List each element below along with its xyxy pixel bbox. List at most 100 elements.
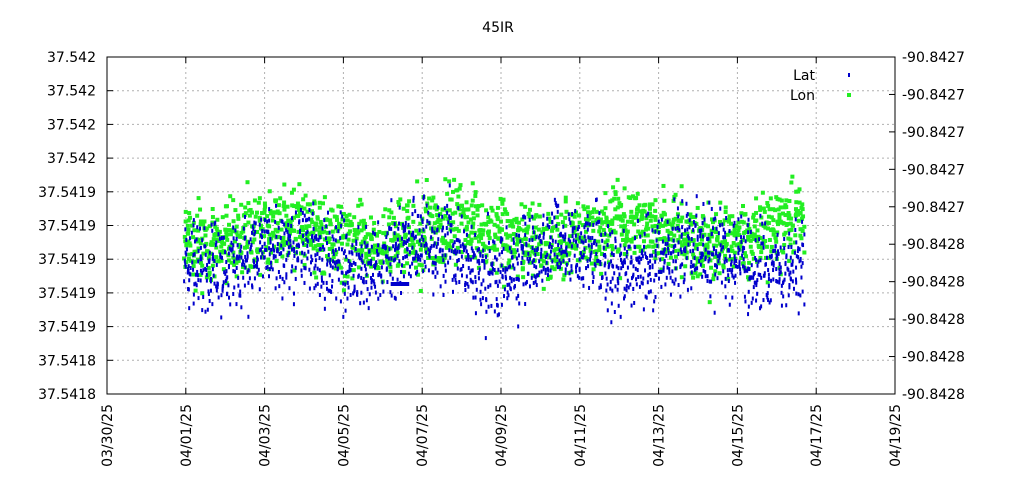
lat-point <box>206 307 209 312</box>
lon-point <box>788 237 793 242</box>
lat-point <box>390 198 393 203</box>
lat-point <box>367 261 370 266</box>
lat-point <box>778 280 781 285</box>
lat-point <box>455 280 458 285</box>
lon-point <box>771 218 776 223</box>
lon-point <box>272 244 277 249</box>
lon-point <box>680 215 685 220</box>
lat-point <box>748 267 751 272</box>
lon-point <box>670 244 675 249</box>
lat-point <box>372 279 375 284</box>
lat-point <box>267 229 270 234</box>
lat-point <box>420 234 423 239</box>
lat-point <box>322 280 325 285</box>
lon-point <box>357 221 362 226</box>
lon-point <box>449 197 454 202</box>
lat-point <box>327 252 330 257</box>
lat-point <box>361 279 364 284</box>
lon-point <box>481 241 486 246</box>
lon-point <box>714 254 719 259</box>
lon-point <box>345 274 350 279</box>
lat-point <box>691 263 694 268</box>
lat-point <box>716 254 719 259</box>
lat-point <box>271 267 274 272</box>
lon-point <box>694 242 699 247</box>
lat-point <box>390 293 393 298</box>
lon-point <box>302 206 307 211</box>
lon-point <box>796 209 801 214</box>
lat-point <box>630 255 633 260</box>
legend-swatch-lat <box>848 73 850 77</box>
lat-point <box>289 243 292 248</box>
lat-point <box>332 237 335 242</box>
lat-point <box>479 253 482 258</box>
lat-point <box>446 231 449 236</box>
lon-point <box>262 201 267 206</box>
y-right-tick-label: -90.8427 <box>902 162 965 178</box>
lat-point <box>233 285 236 290</box>
lat-point <box>668 270 671 275</box>
lon-point <box>219 258 224 263</box>
lat-point <box>493 309 496 314</box>
lat-point <box>344 308 347 313</box>
lat-point <box>319 246 322 251</box>
lat-point <box>611 230 614 235</box>
lon-point <box>310 220 315 225</box>
lon-point <box>440 238 445 243</box>
lat-point <box>224 278 227 283</box>
lat-point <box>651 253 654 258</box>
lat-point <box>738 264 741 269</box>
lon-point <box>292 228 297 233</box>
lat-point <box>601 275 604 280</box>
lon-point <box>326 239 331 244</box>
lon-point <box>330 229 335 234</box>
lon-point <box>473 204 478 209</box>
lat-point <box>780 290 783 295</box>
lat-point <box>469 270 472 275</box>
lon-point <box>591 228 596 233</box>
lat-point <box>446 210 449 215</box>
lat-point <box>417 255 420 260</box>
lat-point <box>285 275 288 280</box>
lat-point <box>210 222 213 227</box>
lat-point <box>563 237 566 242</box>
lon-point <box>739 256 744 261</box>
lat-point <box>548 225 551 230</box>
lat-point <box>404 226 407 231</box>
lon-point <box>297 211 302 216</box>
lon-point <box>561 277 566 282</box>
lat-point <box>316 251 319 256</box>
lon-point <box>497 229 502 234</box>
lon-point <box>192 249 197 254</box>
lon-point <box>568 212 573 217</box>
lat-point <box>223 270 226 275</box>
lat-point <box>427 247 430 252</box>
lon-point <box>512 217 517 222</box>
lat-point <box>515 233 518 238</box>
lon-point <box>387 215 392 220</box>
lon-point <box>347 212 352 217</box>
lon-point <box>786 236 791 241</box>
lat-point <box>692 242 695 247</box>
lat-point <box>261 244 264 249</box>
lat-point <box>477 247 480 252</box>
lon-point <box>739 211 744 216</box>
lat-point <box>591 271 594 276</box>
lat-point <box>544 254 547 259</box>
lat-point <box>487 284 490 289</box>
lat-point <box>209 288 212 293</box>
lat-point <box>601 238 604 243</box>
lat-point <box>380 265 383 270</box>
lon-point <box>665 228 670 233</box>
lon-point <box>591 267 596 272</box>
lon-point <box>713 226 718 231</box>
lon-point <box>550 228 555 233</box>
lat-point <box>309 260 312 265</box>
lon-point <box>800 207 805 212</box>
lat-point <box>546 216 549 221</box>
lat-point <box>568 258 571 263</box>
lon-point <box>714 230 719 235</box>
lon-point <box>535 252 540 257</box>
lon-point <box>595 261 600 266</box>
lon-point <box>338 265 343 270</box>
